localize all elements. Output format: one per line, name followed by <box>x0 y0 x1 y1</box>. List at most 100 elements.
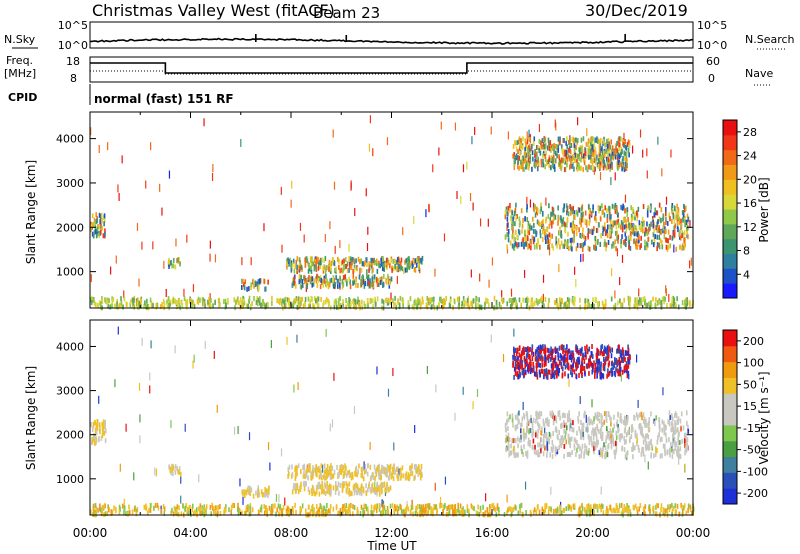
echo-cell <box>355 258 357 264</box>
echo-cell <box>408 260 411 266</box>
echo-cell <box>553 164 556 170</box>
echo-cell <box>265 488 268 494</box>
echo-cell <box>559 353 562 359</box>
echo-cell <box>606 138 608 144</box>
echo-cell <box>517 355 519 361</box>
echo-cell <box>380 474 382 480</box>
echo-cell <box>527 437 530 443</box>
echo-cell <box>684 443 686 449</box>
echo-cell <box>299 266 301 272</box>
echo-cell <box>527 236 529 242</box>
echo-cell <box>346 268 349 274</box>
echo-cell <box>571 221 574 227</box>
echo-cell <box>121 155 123 164</box>
echo-cell <box>366 298 369 304</box>
echo-cell <box>577 416 579 422</box>
echo-cell <box>641 428 643 434</box>
echo-cell <box>356 490 359 496</box>
echo-cell <box>687 225 689 231</box>
echo-cell <box>601 343 603 349</box>
echo-cell <box>278 511 280 517</box>
echo-cell <box>307 486 310 492</box>
echo-cell <box>593 158 596 164</box>
echo-cell <box>589 228 591 234</box>
echo-cell <box>110 303 113 309</box>
colorbar-tick-label: 8 <box>743 245 750 258</box>
echo-cell <box>212 303 214 309</box>
echo-cell <box>524 297 527 303</box>
echo-cell <box>117 304 120 310</box>
echo-cell <box>685 219 688 225</box>
echo-cell <box>613 220 616 226</box>
echo-cell <box>284 497 286 506</box>
echo-cell <box>379 472 381 478</box>
echo-cell <box>507 417 510 423</box>
echo-cell <box>603 222 606 228</box>
echo-cell <box>475 304 477 310</box>
echo-cell <box>542 162 545 168</box>
echo-cell <box>650 438 653 444</box>
echo-cell <box>296 465 298 471</box>
echo-cell <box>587 450 590 456</box>
echo-cell <box>533 222 535 228</box>
echo-cell <box>286 261 288 267</box>
echo-cell <box>602 138 605 144</box>
echo-cell <box>566 452 569 458</box>
echo-cell <box>241 304 244 310</box>
echo-cell <box>532 361 534 367</box>
echo-cell <box>538 123 541 132</box>
echo-cell <box>311 468 314 474</box>
echo-cell <box>98 212 101 218</box>
echo-cell <box>633 223 635 229</box>
echo-cell <box>542 369 544 375</box>
echo-cell <box>393 258 396 264</box>
echo-cell <box>441 304 444 310</box>
echo-cell <box>670 421 673 427</box>
echo-cell <box>599 374 602 380</box>
echo-cell <box>554 370 557 376</box>
echo-cell <box>618 142 620 148</box>
echo-cell <box>561 435 564 441</box>
echo-cell <box>120 296 122 302</box>
echo-cell <box>642 447 645 453</box>
echo-cell <box>578 411 580 417</box>
echo-cell <box>655 446 657 452</box>
echo-cell <box>532 351 535 357</box>
echo-cell <box>323 257 325 263</box>
echo-cell <box>598 144 601 150</box>
echo-cell <box>551 211 553 217</box>
echo-cell <box>548 369 551 375</box>
echo-cell <box>104 228 106 234</box>
echo-cell <box>590 351 593 357</box>
echo-cell <box>555 236 557 242</box>
echo-cell <box>680 218 682 224</box>
echo-cell <box>137 304 140 310</box>
echo-cell <box>463 511 465 517</box>
echo-cell <box>314 256 317 262</box>
echo-cell <box>530 225 533 231</box>
echo-cell <box>640 423 642 429</box>
echo-cell <box>598 503 601 509</box>
echo-cell <box>581 510 583 516</box>
echo-cell <box>299 509 302 515</box>
echo-cell <box>413 475 415 481</box>
echo-cell <box>627 374 630 380</box>
echo-cell <box>389 263 391 269</box>
echo-cell <box>610 430 613 436</box>
echo-cell <box>259 506 262 512</box>
echo-cell <box>654 302 657 308</box>
echo-cell <box>577 207 580 213</box>
echo-cell <box>514 297 516 303</box>
echo-cell <box>617 235 619 241</box>
echo-cell <box>299 303 301 309</box>
nsky-trace <box>90 34 694 45</box>
echo-cell <box>587 227 590 233</box>
echo-cell <box>525 141 527 147</box>
echo-cell <box>322 302 324 308</box>
echo-cell <box>623 419 625 425</box>
echo-cell <box>594 430 597 436</box>
echo-cell <box>541 443 543 449</box>
echo-cell <box>308 274 310 280</box>
echo-cell <box>578 162 580 168</box>
echo-cell <box>96 226 99 232</box>
